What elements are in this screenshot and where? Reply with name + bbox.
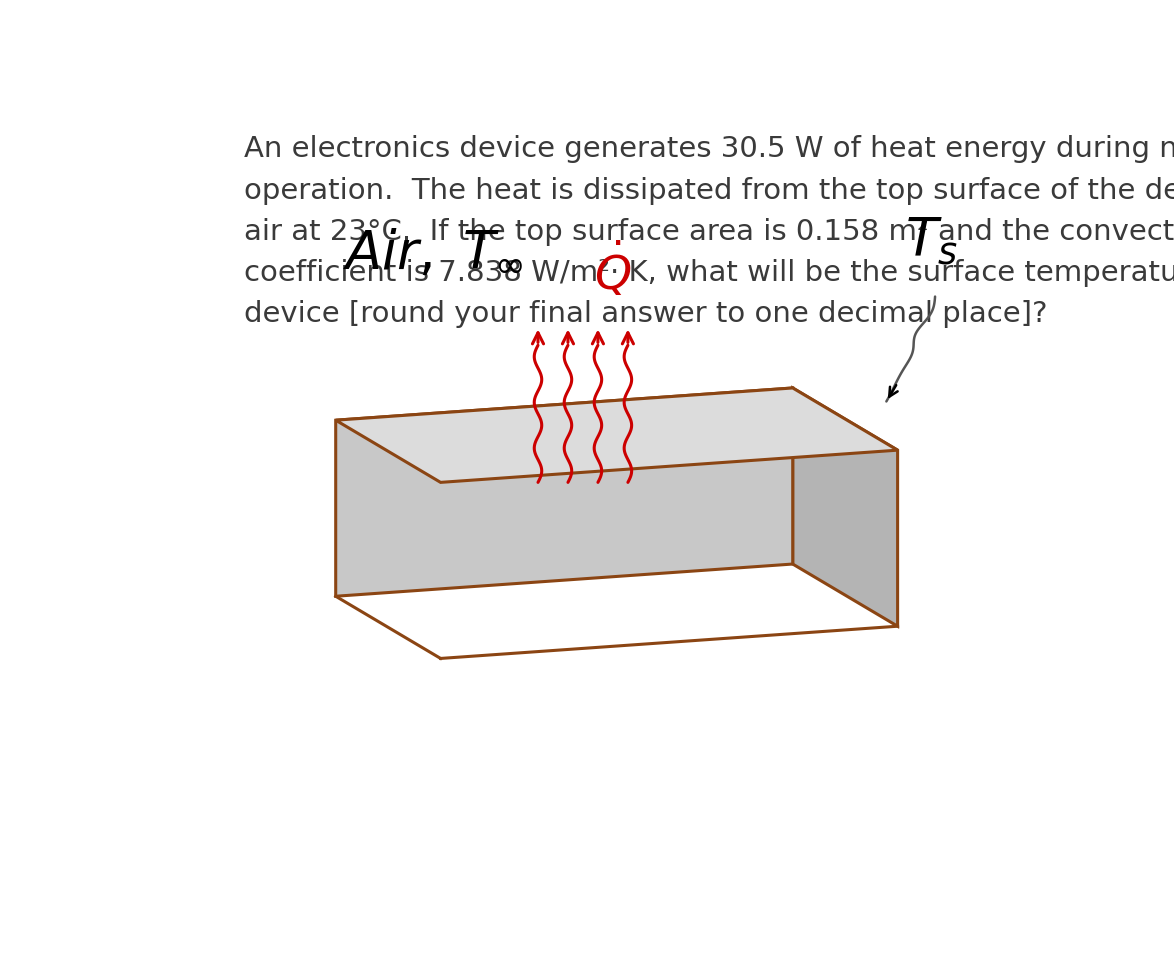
- Text: $\mathit{T_s}$: $\mathit{T_s}$: [905, 215, 958, 267]
- Polygon shape: [336, 388, 792, 596]
- Text: operation.  The heat is dissipated from the top surface of the device to ambient: operation. The heat is dissipated from t…: [243, 177, 1174, 204]
- Text: An electronics device generates 30.5 W of heat energy during normal: An electronics device generates 30.5 W o…: [243, 135, 1174, 163]
- Text: $\dot{Q}$: $\dot{Q}$: [594, 240, 632, 301]
- Text: air at 23°C.  If the top surface area is 0.158 m² and the convection heat transf: air at 23°C. If the top surface area is …: [243, 218, 1174, 246]
- Text: coefficient is 7.838 W/m²· K, what will be the surface temperature (in °C) of th: coefficient is 7.838 W/m²· K, what will …: [243, 259, 1174, 287]
- Polygon shape: [792, 388, 898, 627]
- Text: $\mathit{Air,\ T_{\infty}}$: $\mathit{Air,\ T_{\infty}}$: [343, 227, 524, 278]
- Polygon shape: [336, 388, 898, 483]
- Text: device [round your final answer to one decimal place]?: device [round your final answer to one d…: [243, 301, 1047, 328]
